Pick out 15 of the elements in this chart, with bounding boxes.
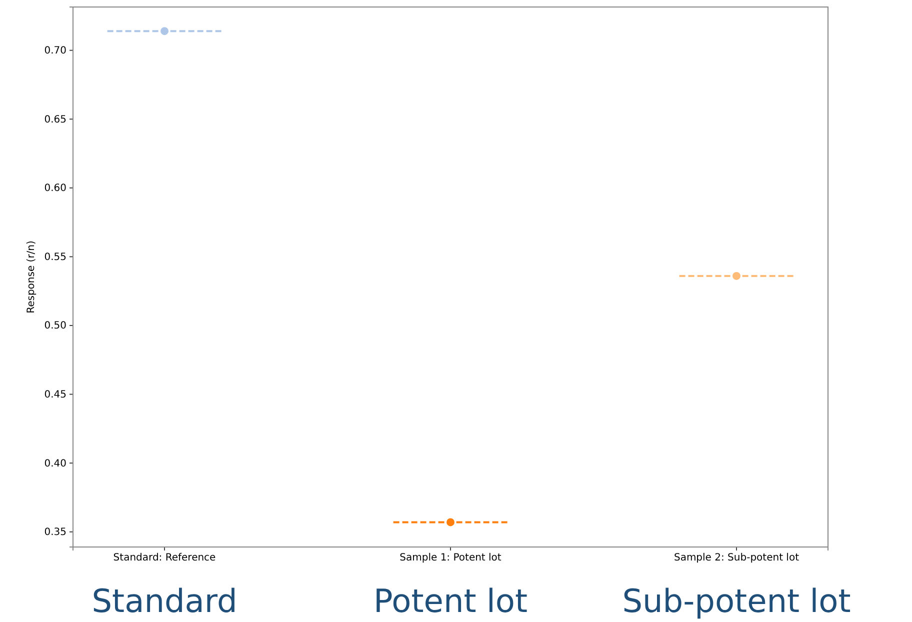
y-tick-label: 0.65	[44, 114, 66, 126]
y-tick-label: 0.60	[44, 183, 66, 194]
y-tick-label: 0.50	[44, 320, 66, 332]
y-tick-label: 0.35	[44, 527, 66, 538]
text: Sub-potent lot	[622, 582, 851, 620]
y-tick-label: 0.45	[44, 389, 66, 400]
y-tick-label: 0.40	[44, 458, 66, 470]
y-tick-label: 0.55	[44, 252, 66, 263]
y-axis-title: Response (r/n)	[26, 240, 37, 314]
text: Potent lot	[374, 582, 528, 620]
x-tick-label: Sample 1: Potent lot	[400, 552, 502, 564]
text: Standard	[92, 582, 238, 620]
x-tick-label: Standard: Reference	[113, 552, 216, 564]
y-tick-label: 0.70	[44, 46, 66, 57]
x-tick-label: Sample 2: Sub-potent lot	[674, 552, 800, 564]
